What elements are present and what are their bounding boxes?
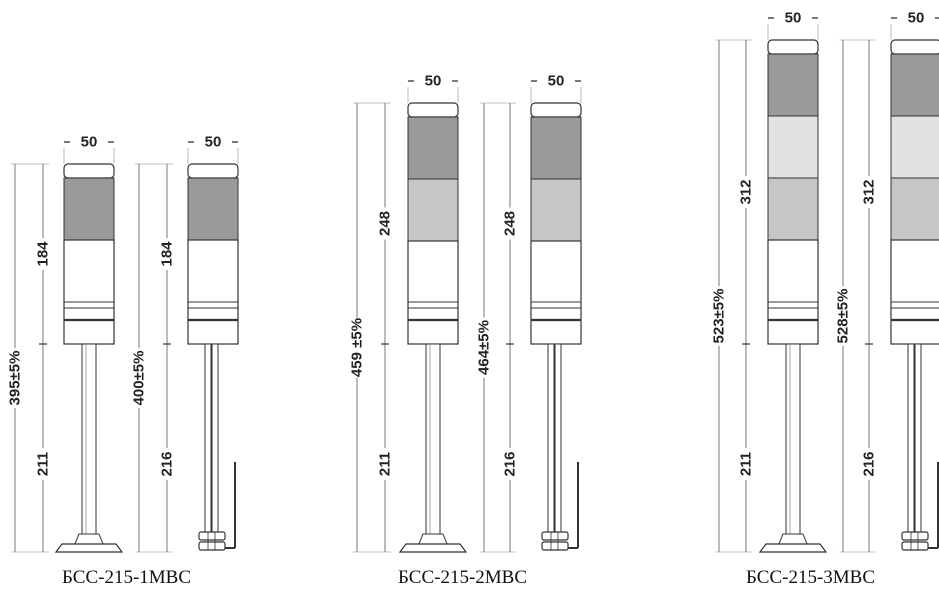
flange-base xyxy=(398,543,468,553)
head-height-label: 312 xyxy=(861,179,878,204)
light-segment-2 xyxy=(890,115,939,179)
mount-nut-top xyxy=(198,531,226,541)
head-height-label: 184 xyxy=(159,241,176,267)
pole xyxy=(81,343,97,535)
tower-cap xyxy=(530,102,582,118)
pole-rod-left xyxy=(907,343,915,533)
total-height-label: 523±5% xyxy=(711,289,728,344)
total-height-label: 528±5% xyxy=(835,289,852,344)
total-height-label: 464±5% xyxy=(476,320,493,375)
light-segment-3 xyxy=(890,177,939,241)
light-segment-2 xyxy=(530,178,582,242)
base-module xyxy=(407,240,459,345)
tower-cap xyxy=(187,163,239,179)
flange-base xyxy=(54,543,124,553)
tower-cap xyxy=(407,102,459,118)
width-dimension-label: 50 xyxy=(425,73,442,90)
tower-1-2: 50 400±5% 184 216 xyxy=(131,134,239,553)
base-module xyxy=(767,239,819,345)
pole-rod-right xyxy=(211,343,219,533)
total-height-label: 459 ±5% xyxy=(349,318,366,377)
pole-rod-left xyxy=(547,343,555,533)
mount-nut-top xyxy=(541,531,569,541)
pole-height-label: 216 xyxy=(861,451,878,476)
head-label-bg xyxy=(738,176,754,208)
flange-neck xyxy=(778,533,808,545)
light-segment-2 xyxy=(767,115,819,179)
light-segment-1 xyxy=(63,177,115,241)
light-segment-1 xyxy=(407,116,459,180)
flange-neck xyxy=(418,533,448,545)
flange-base xyxy=(758,543,828,553)
total-label-bg xyxy=(349,317,365,378)
caption-3mvs: БСС-215-3МВС xyxy=(746,567,876,588)
pole-label-bg xyxy=(35,448,51,480)
pole-height-label: 211 xyxy=(377,452,394,476)
base-module xyxy=(890,239,939,345)
width-dimension-label: 50 xyxy=(81,134,98,151)
flange-neck xyxy=(74,533,104,545)
caption-2mvs: БСС-215-2МВС xyxy=(398,567,528,588)
head-height-label: 248 xyxy=(377,211,394,236)
pole-height-label: 211 xyxy=(35,452,52,476)
width-dimension-label: 50 xyxy=(908,10,925,27)
head-height-label: 184 xyxy=(35,241,52,267)
base-module xyxy=(530,240,582,345)
tower-2-1: 50 459 ±5% 248 211 xyxy=(349,73,468,553)
pole-label-bg xyxy=(502,448,518,480)
light-segment-2 xyxy=(407,178,459,242)
head-label-bg xyxy=(159,238,175,270)
tower-cap xyxy=(63,163,115,179)
mount-nut-bottom xyxy=(541,541,569,551)
total-label-bg xyxy=(131,348,147,408)
base-module xyxy=(63,239,115,345)
pole-label-bg xyxy=(861,448,877,480)
head-label-bg xyxy=(861,176,877,208)
pole-height-label: 216 xyxy=(159,451,176,476)
head-height-label: 248 xyxy=(502,211,519,236)
pole-rod-right xyxy=(554,343,562,533)
tower-1-1: 50 395±5% 184 211 xyxy=(7,134,124,553)
head-label-bg xyxy=(35,238,51,270)
light-segment-1 xyxy=(530,116,582,180)
pole-height-label: 211 xyxy=(738,452,755,476)
mount-nut-top xyxy=(901,531,929,541)
pole-rod-right xyxy=(914,343,922,533)
total-height-label: 395±5% xyxy=(7,351,24,406)
tower-2-2: 50 464±5% 248 216 xyxy=(476,73,582,553)
width-dimension-label: 50 xyxy=(785,10,802,27)
pole-height-label: 216 xyxy=(502,451,519,476)
head-label-bg xyxy=(502,207,518,240)
pole-rod-left xyxy=(204,343,212,533)
pole xyxy=(425,343,441,535)
head-height-label: 312 xyxy=(738,179,755,204)
light-segment-3 xyxy=(767,177,819,241)
pole-label-bg xyxy=(377,448,393,480)
total-label-bg xyxy=(835,286,851,346)
pole xyxy=(785,343,801,535)
tower-cap xyxy=(767,39,819,55)
total-height-label: 400±5% xyxy=(131,351,148,406)
width-dimension-label: 50 xyxy=(205,134,222,151)
mount-nut-bottom xyxy=(901,541,929,551)
light-segment-1 xyxy=(890,53,939,117)
light-segment-1 xyxy=(767,53,819,117)
pole-label-bg xyxy=(738,448,754,480)
mount-nut-bottom xyxy=(198,541,226,551)
tower-cap xyxy=(890,39,939,55)
tower-3-2: 50 528±5% 312 216 xyxy=(835,10,939,553)
total-label-bg xyxy=(711,286,727,346)
tower-3-1: 50 523±5% 312 211 xyxy=(711,10,828,553)
base-module xyxy=(187,239,239,345)
light-segment-1 xyxy=(187,177,239,241)
pole-label-bg xyxy=(159,448,175,480)
caption-1mvs: БСС-215-1МВС xyxy=(62,567,192,588)
total-label-bg xyxy=(476,317,492,378)
total-label-bg xyxy=(7,348,23,408)
width-dimension-label: 50 xyxy=(548,73,565,90)
head-label-bg xyxy=(377,207,393,240)
